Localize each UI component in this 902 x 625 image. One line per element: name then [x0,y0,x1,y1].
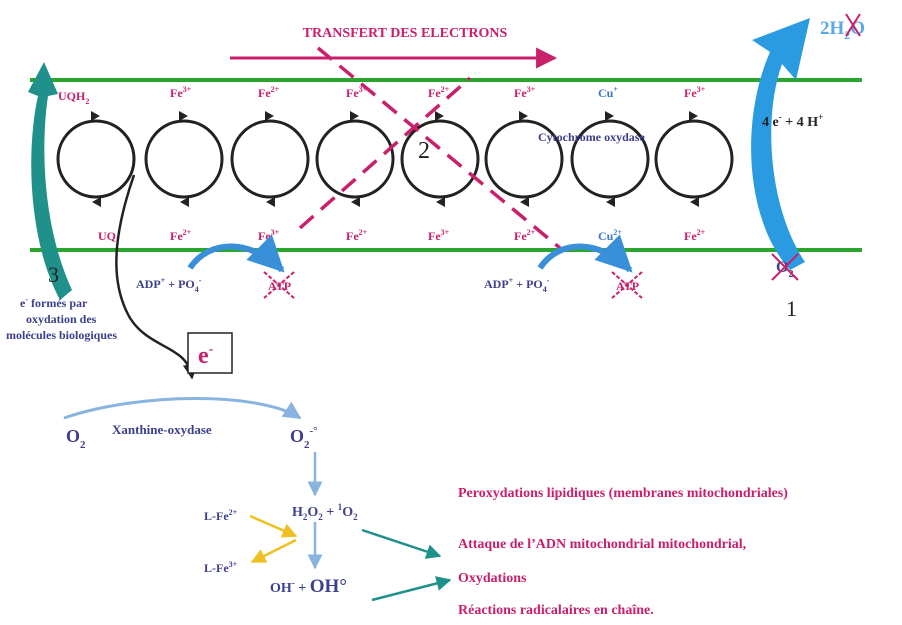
bottom-label: Fe2+ [170,228,192,243]
transfer-title: TRANSFERT DES ELECTRONS [303,26,508,41]
consequence-2: Attaque de l’ADN mitochondrial mitochond… [458,537,746,552]
marker-three: 3 [48,262,59,287]
o2-left: O2 [66,426,86,451]
bottom-labels: UQ Fe2+ Fe3+ Fe2+ Fe3+ Fe2+ Cu2+ Fe2+ [98,228,706,243]
electron-origin-line1: e- formés par [20,295,88,310]
electron-origin-line3: molécules biologiques [6,328,117,342]
water-cross-b [845,13,861,37]
carrier-circle [230,119,310,199]
xanthine-arc [63,397,302,420]
fenton-arrow-in [249,514,298,538]
fenton-arrow-out [250,538,297,564]
bottom-label: Fe2+ [514,228,536,243]
top-label: Fe2+ [258,85,280,100]
carrier-circle [144,119,224,199]
atp-cross-left-b [263,271,295,299]
consequence-arrow-2 [371,576,452,602]
xanthine-label: Xanthine-oxydase [112,422,212,437]
electron-input-arrow [28,62,72,300]
adp-label-left: ADP+ + PO4- [136,276,202,294]
bottom-label: Fe3+ [428,228,450,243]
h2o2-label: H2O2 + 1O2 [292,502,358,522]
adp-label-right: ADP+ + PO4- [484,276,550,294]
top-labels: UQH2 Fe3+ Fe2+ Fe3+ Fe2+ Fe3+ Cu+ Fe3+ [58,85,706,106]
l-fe2-label: L-Fe2+ [204,508,238,523]
carrier-circle [315,119,395,199]
bottom-label: UQ [98,229,116,243]
top-label: UQH2 [58,89,89,106]
marker-two: 2 [418,138,430,164]
inhibition-cross-a [316,46,562,250]
electron-box [187,332,233,374]
top-label: Fe3+ [346,85,368,100]
consequence-4: Réactions radicalaires en chaîne. [458,603,654,618]
hydroxyl-label: OH- + OH° [270,576,347,597]
carrier-circle [56,119,136,199]
carrier-circles [56,119,734,199]
marker-one: 1 [786,296,797,321]
inhibition-cross-b [298,76,472,230]
consequence-3: Oxydations [458,571,527,586]
atp-synthesis-arrow-right [537,234,633,273]
l-fe3-label: L-Fe3+ [204,560,238,575]
electrons-protons-label: 4 e- + 4 H+ [762,112,823,130]
atp-cross-right-b [611,271,643,299]
top-label: Fe3+ [170,85,192,100]
carrier-circle [654,119,734,199]
carrier-circle [570,119,650,199]
water-label: 2H2O [820,18,865,42]
electron-origin-line2: oxydation des [26,312,97,326]
top-label: Cu+ [598,85,618,100]
superoxide-label: O2-° [290,425,318,451]
carrier-circle [484,119,564,199]
bottom-label: Cu2+ [598,228,622,243]
bottom-label: Fe3+ [258,228,280,243]
bottom-label: Fe2+ [684,228,706,243]
rotation-arrowheads [91,111,699,207]
electron-box-label: e- [198,342,214,369]
oxygen-cross-b [771,253,799,281]
top-label: Fe2+ [428,85,450,100]
bottom-label: Fe2+ [346,228,368,243]
atp-synthesis-arrow-left [187,234,285,273]
oxygen-reduction-arrow [751,18,810,270]
carrier-circle [400,119,480,199]
top-label: Fe3+ [684,85,706,100]
consequence-arrow-1 [361,528,442,559]
cytochrome-label: Cytochrome oxydase [538,130,645,144]
electron-leak-arrow [115,174,198,380]
consequence-1: Peroxydations lipidiques (membranes mito… [458,486,788,501]
top-label: Fe3+ [514,85,536,100]
